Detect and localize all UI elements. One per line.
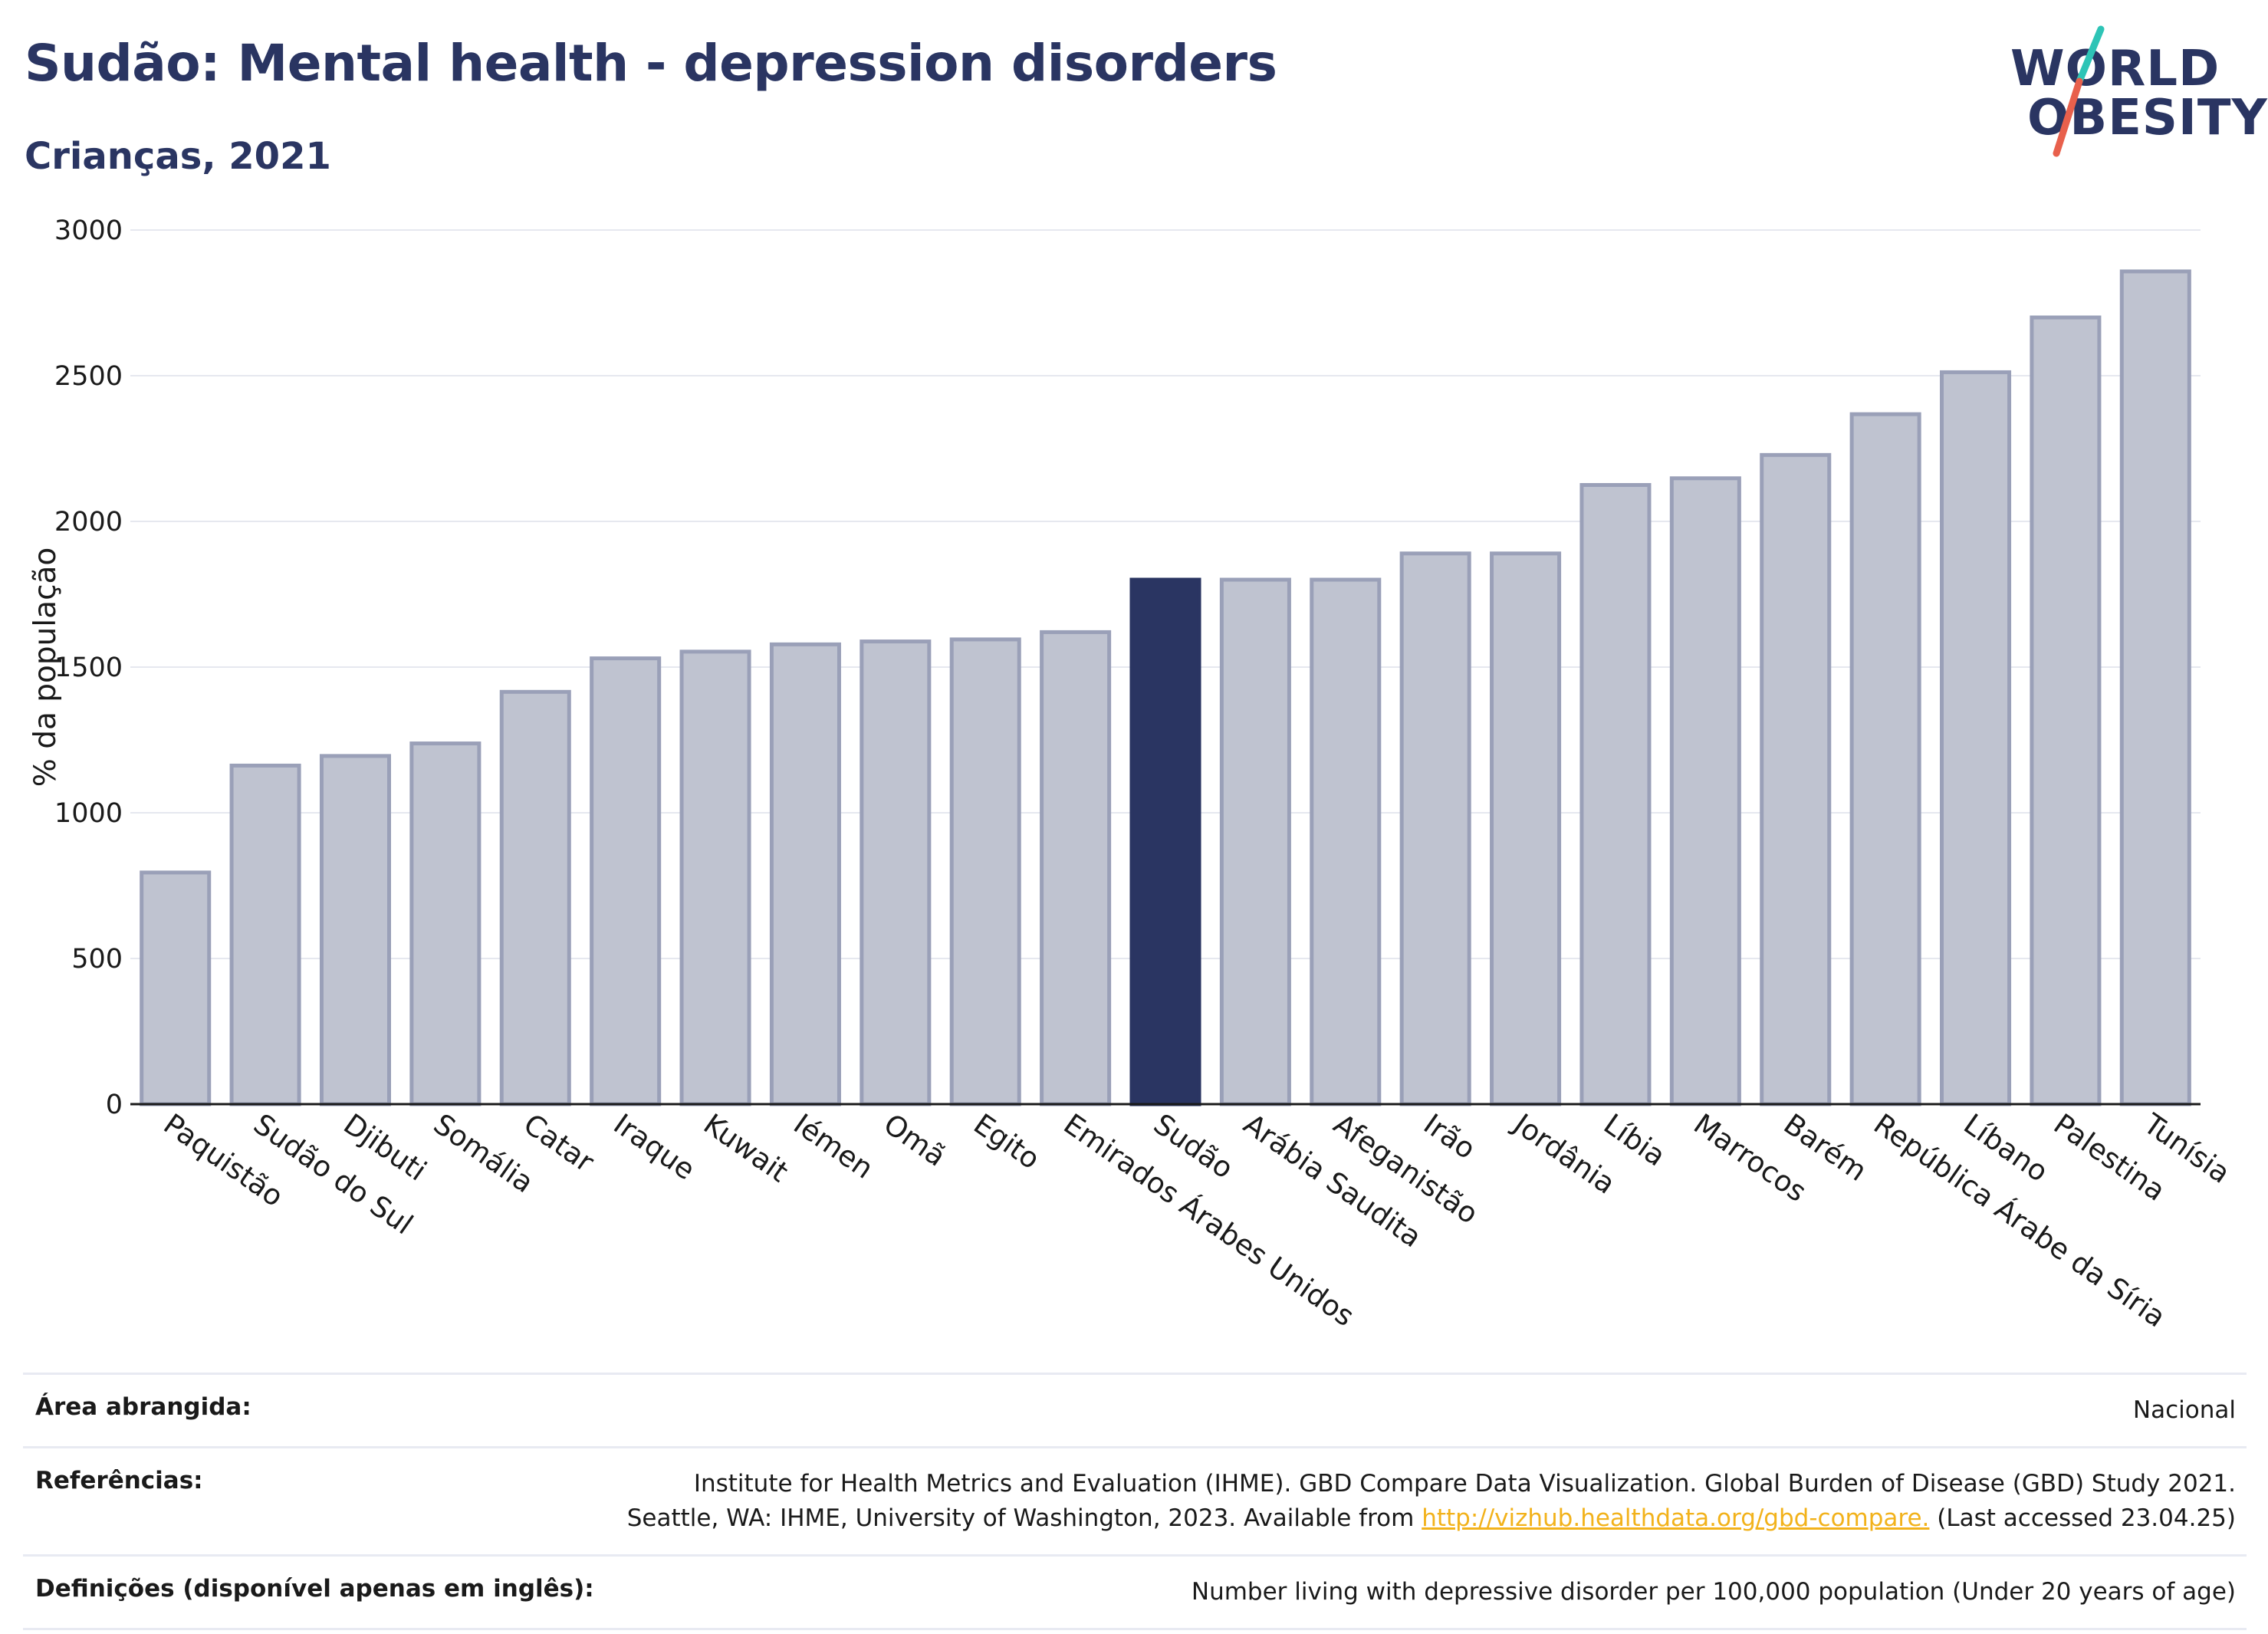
x-tick-label: Jordânia: [1507, 1106, 1622, 1201]
y-tick-label: 0: [106, 1090, 123, 1120]
y-axis-title: % da população: [28, 547, 63, 787]
footer-row-references: Referências: Institute for Health Metric…: [23, 1445, 2247, 1554]
area-label: Área abrangida:: [35, 1393, 251, 1421]
x-tick-label: Omã: [878, 1107, 952, 1173]
bar: [1310, 577, 1382, 1106]
definitions-label: Definições (disponível apenas em inglês)…: [35, 1574, 594, 1603]
x-tick-label: Líbia: [1598, 1107, 1671, 1172]
x-tick-label: Egito: [968, 1107, 1046, 1175]
chart-title: Sudão: Mental health - depression disord…: [25, 34, 1277, 93]
footer-table: Área abrangida: Nacional Referências: In…: [23, 1373, 2247, 1630]
bar: [409, 741, 482, 1106]
references-line-2-end: (Last accessed 23.04.25): [1929, 1504, 2236, 1532]
chart-subtitle: Crianças, 2021: [25, 135, 331, 178]
footer-row-definitions: Definições (disponível apenas em inglês)…: [23, 1553, 2247, 1630]
bar: [1399, 551, 1471, 1106]
bar: [140, 870, 212, 1106]
bar: [1579, 483, 1652, 1106]
y-tick-label: 1000: [54, 798, 123, 829]
area-value: Nacional: [2132, 1396, 2236, 1424]
x-tick-label: Iraque: [607, 1107, 701, 1186]
footer-row-area: Área abrangida: Nacional: [23, 1373, 2247, 1446]
bar: [2119, 269, 2191, 1106]
y-tick-label: 3000: [54, 215, 123, 246]
bar: [1129, 577, 1201, 1106]
bar: [1849, 412, 1921, 1106]
x-tick-label: Kuwait: [698, 1107, 794, 1189]
logo-line-1: WORLD: [2010, 41, 2220, 97]
bar: [679, 649, 751, 1106]
y-tick-label: 2500: [54, 361, 123, 392]
references-value: Institute for Health Metrics and Evaluat…: [627, 1467, 2236, 1536]
bar: [499, 689, 571, 1106]
x-tick-label: Iémen: [787, 1107, 879, 1185]
references-label: Referências:: [35, 1466, 203, 1494]
bar: [860, 639, 932, 1106]
bar: [1760, 452, 1832, 1106]
x-tick-label: Sudão do Sul: [248, 1107, 419, 1241]
references-link[interactable]: http://vizhub.healthdata.org/gbd-compare…: [1422, 1504, 1930, 1532]
x-tick-label: Irão: [1418, 1107, 1481, 1165]
references-line-1: Institute for Health Metrics and Evaluat…: [693, 1469, 2236, 1498]
bar: [1940, 370, 2012, 1106]
world-obesity-logo: WORLD OBESITY: [2001, 23, 2267, 161]
bar: [769, 642, 841, 1106]
bar: [949, 637, 1021, 1106]
definitions-value: Number living with depressive disorder p…: [1191, 1577, 2236, 1606]
bar: [229, 763, 301, 1106]
bar: [1490, 551, 1562, 1106]
bar: [319, 754, 391, 1106]
bar: [1669, 476, 1741, 1106]
y-tick-label: 500: [71, 944, 123, 975]
bar: [1219, 577, 1291, 1106]
y-tick-label: 2000: [54, 507, 123, 538]
y-tick-label: 1500: [54, 653, 123, 683]
references-line-2-start: Seattle, WA: IHME, University of Washing…: [626, 1504, 1422, 1532]
x-tick-label: Somália: [428, 1107, 540, 1199]
bar: [2030, 315, 2102, 1106]
bar: [590, 656, 662, 1106]
bar: [1040, 630, 1112, 1106]
logo-slash-icon: [2053, 25, 2105, 157]
